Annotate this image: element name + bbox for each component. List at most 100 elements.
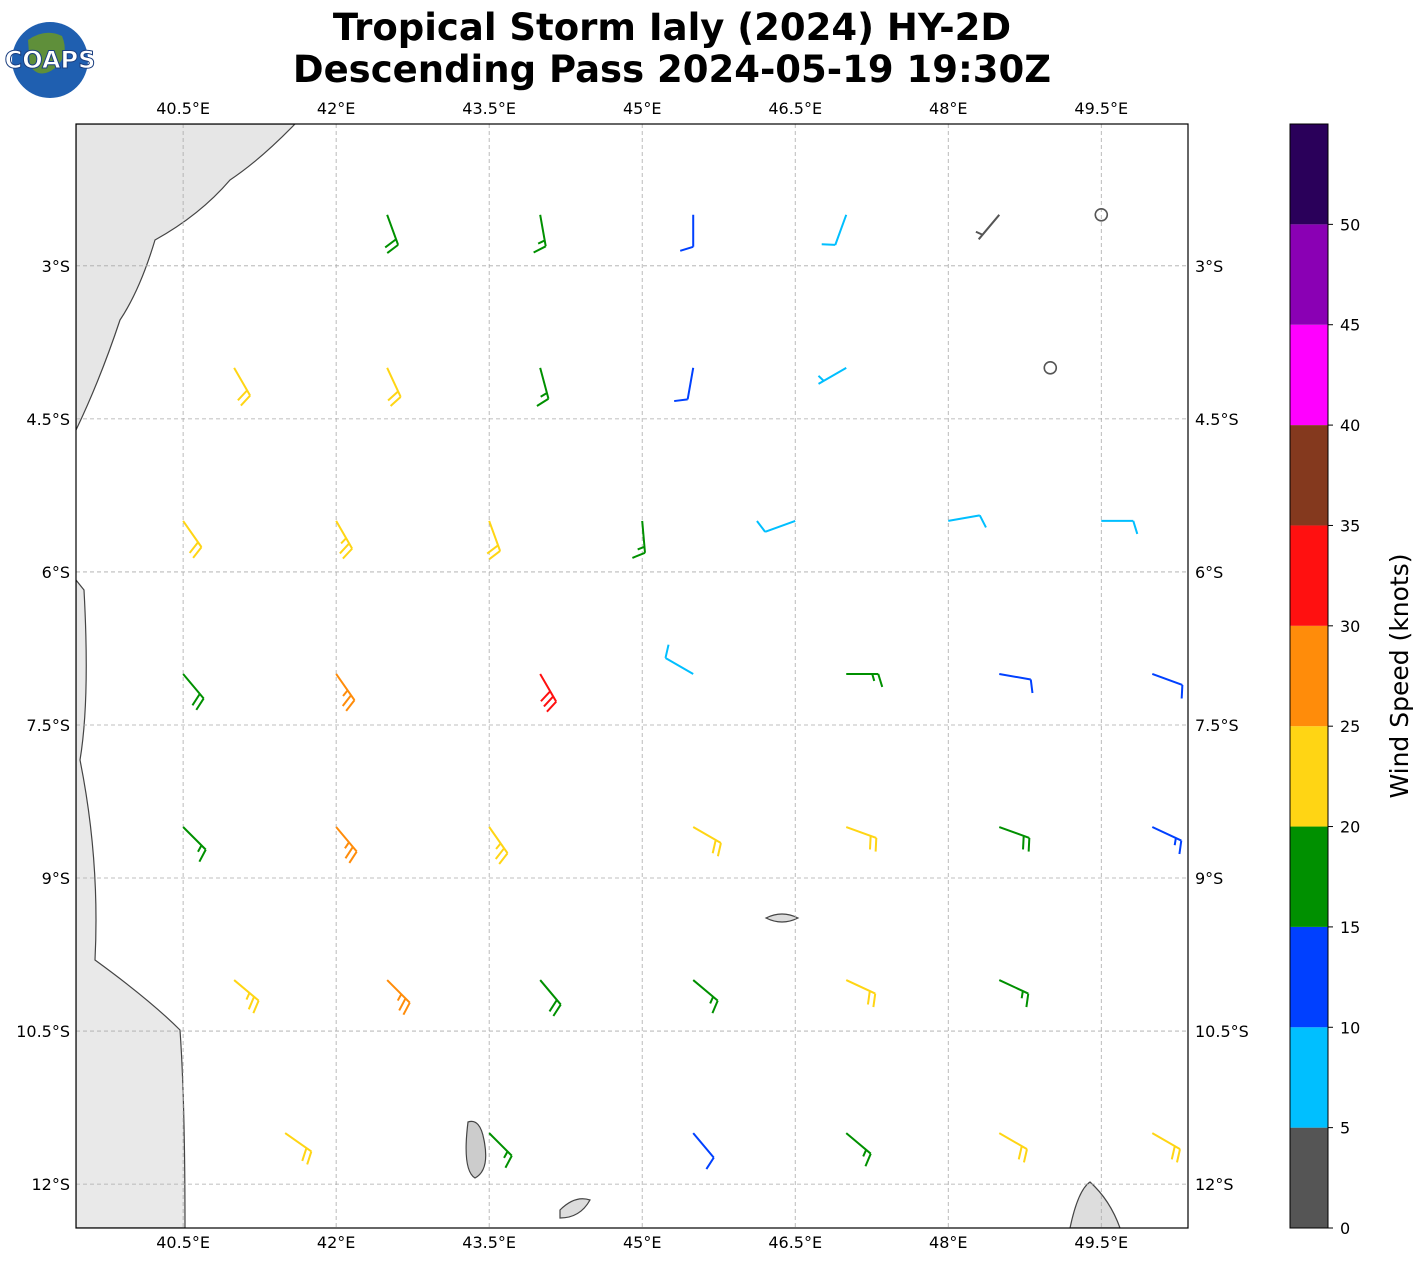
logo-land [28,32,65,74]
barb-shape [975,214,1001,240]
barb-shape [335,520,354,560]
lat-label: 12°S [31,1175,70,1194]
colorbar-tick-label: 35 [1340,516,1360,535]
barb-shape [692,1132,715,1170]
colorbar-tick-label: 45 [1340,316,1360,335]
wind-barb [384,214,400,254]
barb-shape [233,367,251,407]
colorbar-tick-label: 30 [1340,617,1360,636]
colorbar-tick-label: 10 [1340,1018,1360,1037]
lat-label: 4.5°S [1195,410,1239,429]
map-frame [75,123,1189,1229]
lat-label: 3°S [42,257,70,276]
barb-shape [1151,673,1184,699]
barb-shape [1151,826,1183,855]
barb-shape [998,979,1030,1008]
colorbar-tick-label: 40 [1340,416,1360,435]
barb-shape [182,520,203,559]
colorbar: 0 5 10 15 20 25 30 35 40 45 50 Wind Speed (knots) [1289,123,1414,1238]
colorbar-tick-label: 50 [1340,215,1360,234]
barb-shape [536,367,550,407]
map-area [76,124,1188,1228]
lon-label: 42°E [317,1233,355,1252]
lat-label: 7.5°S [26,716,70,735]
wind-barb [386,979,411,1016]
lon-label: 43.5°E [462,99,516,118]
wind-barb [845,1132,872,1167]
colorbar-bin [1290,1027,1328,1128]
wind-barb [664,644,694,675]
land [76,579,186,1228]
barb-shape [533,214,547,254]
barb-shape [679,214,695,252]
barb-shape [998,826,1031,852]
wind-barb [182,673,205,711]
wind-barb [1101,519,1139,535]
barb-shape [692,979,719,1014]
barb-shape [998,1132,1028,1163]
lat-label: 4.5°S [26,410,70,429]
lat-label: 3°S [1195,257,1223,276]
wind-barb [821,214,848,246]
barb-shape [1151,1132,1181,1163]
lon-label: 40.5°E [156,1233,210,1252]
lon-label: 45°E [623,99,661,118]
barb-shape [664,644,694,675]
lon-label: 42°E [317,99,355,118]
lat-label: 6°S [1195,563,1223,582]
barb-shape [948,514,987,528]
barb-shape [488,1132,513,1169]
wind-barb [284,1132,313,1165]
barb-shape [488,826,509,865]
barb-shape [182,673,205,711]
lat-label: 7.5°S [1195,716,1239,735]
lon-label: 40.5°E [156,99,210,118]
wind-barb [948,514,987,528]
lon-label: 46.5°E [768,1233,822,1252]
lon-label: 49.5°E [1074,99,1128,118]
barb-shape [674,367,695,403]
colorbar-frame [1289,123,1329,1229]
barb-shape [539,979,562,1017]
wind-barb [674,367,695,403]
wind-barb [692,826,722,857]
colorbar-tick-label: 0 [1340,1219,1350,1238]
colorbar-bin [1290,124,1328,225]
barb-shape [335,826,358,864]
wind-barb [845,826,878,852]
lon-label: 48°E [929,99,967,118]
land [1069,1181,1121,1228]
colorbar-tick-label: 20 [1340,818,1360,837]
island [764,913,800,923]
colorbar-bin [1290,926,1328,1028]
wind-barb [998,1132,1028,1163]
colorbar-tick-label: 25 [1340,717,1360,736]
wind-barb [632,520,646,559]
wind-barb [975,214,1001,240]
wind-barb [692,1132,715,1170]
colorbar-bin [1290,425,1328,526]
barb-shape [817,366,847,385]
colorbar-tick-label: 15 [1340,918,1360,937]
lat-label: 12°S [1195,1175,1234,1194]
barb-shape [386,979,411,1016]
wind-barb [182,826,207,863]
wind-barb [817,366,847,385]
colorbar-bin [1290,625,1328,727]
wind-barb [1094,208,1109,222]
lat-label: 10.5°S [16,1022,70,1041]
lon-label: 46.5°E [768,99,822,118]
wind-barb [1043,361,1058,375]
wind-barb [1151,826,1183,855]
barb-shape [692,826,722,857]
colorbar-bin [1290,726,1328,827]
island [465,1120,487,1179]
wind-barb [999,672,1034,694]
barb-shape [284,1132,313,1165]
wind-barb [335,826,358,864]
lat-label: 9°S [42,869,70,888]
barb-shape [486,520,502,560]
barb-shape [335,673,356,712]
wind-barb [692,979,719,1014]
barb-shape [386,367,402,407]
